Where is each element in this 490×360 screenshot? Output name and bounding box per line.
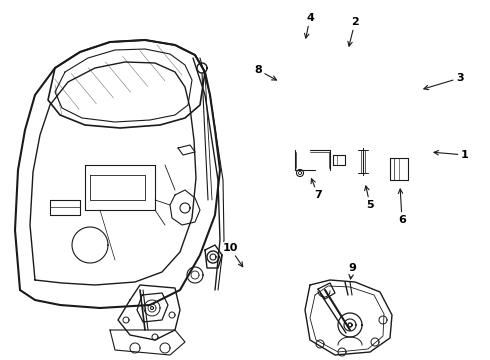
Text: 2: 2	[348, 17, 359, 46]
Text: 4: 4	[305, 13, 314, 38]
Text: 7: 7	[311, 179, 322, 200]
Text: 6: 6	[398, 189, 406, 225]
Text: 9: 9	[348, 263, 356, 279]
Text: 8: 8	[254, 65, 276, 80]
Text: 1: 1	[434, 150, 469, 160]
Text: 5: 5	[365, 186, 374, 210]
Text: 10: 10	[222, 243, 243, 267]
Text: 3: 3	[424, 73, 464, 90]
